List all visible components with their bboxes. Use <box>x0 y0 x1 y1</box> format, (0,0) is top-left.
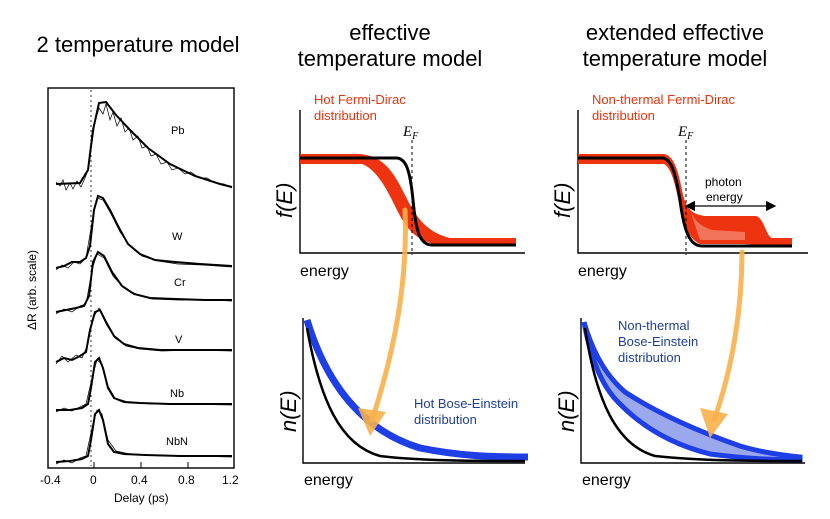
energy-transfer-arrow <box>369 207 408 423</box>
nonthermal-be-label-line2: Bose-Einstein <box>618 334 698 349</box>
hot-fd-label-line2: distribution <box>314 108 377 123</box>
fd-curve <box>578 156 792 248</box>
fermi-level-label: EF <box>677 124 694 142</box>
be-curve <box>583 327 803 463</box>
energy-transfer-arrowhead <box>358 408 386 436</box>
hot-fd-band <box>300 154 516 246</box>
sample-label: Cr <box>174 277 186 289</box>
energy-axis-label: energy <box>582 472 631 489</box>
sample-label: V <box>175 334 183 346</box>
xtick-label: 0 <box>90 473 97 487</box>
title-effective-line2: temperature model <box>297 46 483 71</box>
nonthermal-fd-band <box>578 154 792 246</box>
n-axis-label: n(E) <box>276 390 301 432</box>
title-effective-line1: effective <box>349 20 431 45</box>
xtick-label: 1.2 <box>222 473 239 487</box>
n-axis-label: n(E) <box>554 390 579 432</box>
nonthermal-be-label: Non-thermal <box>618 318 690 333</box>
x-ticks <box>47 462 235 468</box>
nonthermal-be-label-line3: distribution <box>618 350 681 365</box>
energy-transfer-arrow <box>711 249 745 423</box>
sample-label: NbN <box>166 436 188 448</box>
nonthermal-fd-label-line2: distribution <box>592 108 655 123</box>
be-curve <box>305 327 526 463</box>
sample-label: Pb <box>171 125 184 137</box>
f-axis-label: f(E) <box>550 183 575 218</box>
traces <box>55 100 233 465</box>
title-extended-line1: extended effective <box>585 20 765 45</box>
title-extended-line2: temperature model <box>582 46 768 71</box>
hot-fd-label: Hot Fermi-Dirac <box>314 92 406 107</box>
hot-be-label: Hot Bose-Einstein <box>414 396 518 411</box>
extended-fd-plot: EF photon energy Non-thermal Fermi-Dirac… <box>550 92 808 280</box>
effective-be-plot: Hot Bose-Einstein distribution n(E) ener… <box>276 318 529 489</box>
nonthermal-fd-label: Non-thermal Fermi-Dirac <box>592 92 736 107</box>
energy-axis-label: energy <box>300 263 349 280</box>
energy-axis-label: energy <box>304 472 353 489</box>
xtick-label: -0.4 <box>40 473 61 487</box>
fd-curve <box>300 156 516 247</box>
extended-be-plot: Non-thermal Bose-Einstein distribution n… <box>554 318 805 489</box>
fermi-level-label: EF <box>402 124 419 142</box>
sample-label: Nb <box>170 388 184 400</box>
xtick-label: 0.4 <box>131 473 148 487</box>
two-temperature-plot: -0.4 0 0.4 0.8 1.2 Delay (ps) ΔR (arb. s… <box>25 87 239 505</box>
energy-axis-label: energy <box>578 263 627 280</box>
f-axis-label: f(E) <box>272 183 297 218</box>
y-axis-label: ΔR (arb. scale) <box>25 250 39 330</box>
sample-label: W <box>172 231 183 243</box>
effective-fd-plot: EF Hot Fermi-Dirac distribution f(E) ene… <box>272 92 525 280</box>
hot-be-label-line2: distribution <box>414 412 477 427</box>
photon-energy-label-line2: energy <box>706 190 743 204</box>
title-two-temperature-model: 2 temperature model <box>36 32 240 57</box>
photon-energy-label: photon <box>705 175 742 189</box>
x-axis-label: Delay (ps) <box>114 491 169 505</box>
hot-be-curve <box>303 318 529 461</box>
xtick-label: 0.8 <box>178 473 195 487</box>
energy-transfer-arrowhead <box>700 408 728 438</box>
